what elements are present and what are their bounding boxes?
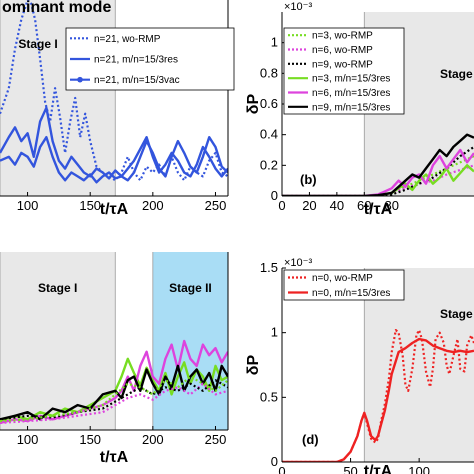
legend-entry: n=0, wo-RMP — [312, 273, 373, 284]
panel-b: 0 20 40 60 80 0 0.2 0.4 0.6 0.8 1 t/τA δP ×10⁻³ Stage … — [245, 1, 474, 218]
x-tick-label: 250 — [205, 432, 227, 447]
legend-entry: n=6, m/n=15/3res — [312, 88, 390, 99]
series-line — [0, 135, 228, 184]
x-tick-label: 100 — [17, 198, 39, 213]
x-axis-label: t/τA — [364, 201, 393, 218]
plot-area — [282, 133, 474, 196]
y-tick-label: 0.8 — [260, 65, 278, 80]
x-tick-label: 0 — [278, 464, 285, 474]
legend-box — [283, 269, 405, 301]
stage-label: Stage I — [18, 37, 57, 51]
chart-title: ominant mode — [2, 0, 111, 16]
series-line — [282, 145, 474, 196]
x-tick-label: 50 — [343, 464, 357, 474]
series-line — [0, 364, 228, 421]
y-tick-label: 0.4 — [260, 127, 278, 142]
legend-entry: n=0, m/n=15/3res — [312, 288, 390, 299]
y-axis-label: δP — [245, 93, 262, 114]
x-axis-label: t/τA — [364, 463, 393, 474]
x-tick-label: 250 — [205, 198, 227, 213]
panel-label: (b) — [300, 172, 317, 187]
panel-label: (d) — [302, 432, 319, 447]
axis-exponent: ×10⁻³ — [284, 1, 312, 13]
x-tick-label: 200 — [142, 198, 164, 213]
legend-entry: n=21, m/n=15/3vac — [94, 75, 180, 86]
legend-box — [283, 27, 405, 115]
plot-area — [0, 339, 228, 425]
legend-box — [65, 27, 235, 91]
stage-label: Stage II — [440, 67, 474, 81]
legend-entry: n=3, m/n=15/3res — [312, 74, 390, 85]
x-tick-label: 60 — [357, 198, 371, 213]
series-line — [282, 133, 474, 196]
legend: n=0, wo-RMP n=0, m/n=15/3res — [283, 269, 405, 301]
stage-region — [152, 252, 228, 430]
y-tick-label: 1 — [271, 325, 278, 340]
x-tick-label: 100 — [17, 432, 39, 447]
y-tick-label: 0.5 — [260, 389, 278, 404]
x-tick-label: 20 — [302, 198, 316, 213]
plot-area — [282, 329, 474, 462]
x-tick-label: 40 — [330, 198, 344, 213]
series-line — [282, 148, 474, 196]
legend-entry: n=9, wo-RMP — [312, 59, 373, 70]
y-tick-label: 0.2 — [260, 157, 278, 172]
series-line — [0, 106, 228, 180]
axis-exponent: ×10⁻³ — [284, 257, 312, 269]
x-axis-label: t/τA — [100, 201, 129, 218]
x-tick-label: 150 — [79, 432, 101, 447]
y-tick-label: 1.5 — [260, 260, 278, 275]
plot-area — [0, 0, 228, 184]
legend-entry: n=9, m/n=15/3res — [312, 102, 390, 113]
series-line — [0, 379, 228, 421]
series-line — [0, 375, 228, 423]
x-tick-label: 200 — [142, 432, 164, 447]
y-tick-label: 1 — [271, 35, 278, 50]
stage-region — [0, 252, 116, 430]
y-tick-label: 0.6 — [260, 96, 278, 111]
x-tick-label: 0 — [278, 198, 285, 213]
x-tick-label: 80 — [384, 198, 398, 213]
legend-marker — [77, 76, 83, 83]
panel-d: 0 50 100 0 0.5 1 1.5 t/τA δP ×10⁻³ Stage I (d) n=0, … — [245, 257, 474, 474]
legend-entry: n=21, wo-RMP — [94, 34, 161, 45]
series-line — [282, 337, 474, 462]
legend-entry: n=21, m/n=15/3res — [94, 55, 178, 66]
panel-a: 100 150 200 250 t/τA ominant mode Stage I n=21,… — [0, 0, 235, 218]
panel-c: 100 150 200 250 t/τA Stage I Stage II — [0, 252, 229, 466]
x-axis-label: t/τA — [100, 449, 129, 466]
stage-label: Stage I — [38, 281, 77, 295]
y-tick-label: 0 — [271, 454, 278, 469]
y-axis-label: δP — [245, 354, 262, 375]
y-tick-label: 0 — [271, 188, 278, 203]
legend-entry: n=6, wo-RMP — [312, 45, 373, 56]
stage-label: Stage I — [440, 307, 474, 321]
legend-entry: n=3, wo-RMP — [312, 31, 373, 42]
legend: n=21, wo-RMP n=21, m/n=15/3res n=21, m/n=1… — [65, 27, 235, 91]
legend: n=3, wo-RMP n=6, wo-RMP n=9, wo-RMP n=3, m/… — [283, 27, 405, 115]
x-tick-label: 150 — [79, 198, 101, 213]
stage-label: Stage II — [169, 281, 212, 295]
series-line — [282, 155, 474, 196]
x-tick-label: 100 — [408, 464, 430, 474]
